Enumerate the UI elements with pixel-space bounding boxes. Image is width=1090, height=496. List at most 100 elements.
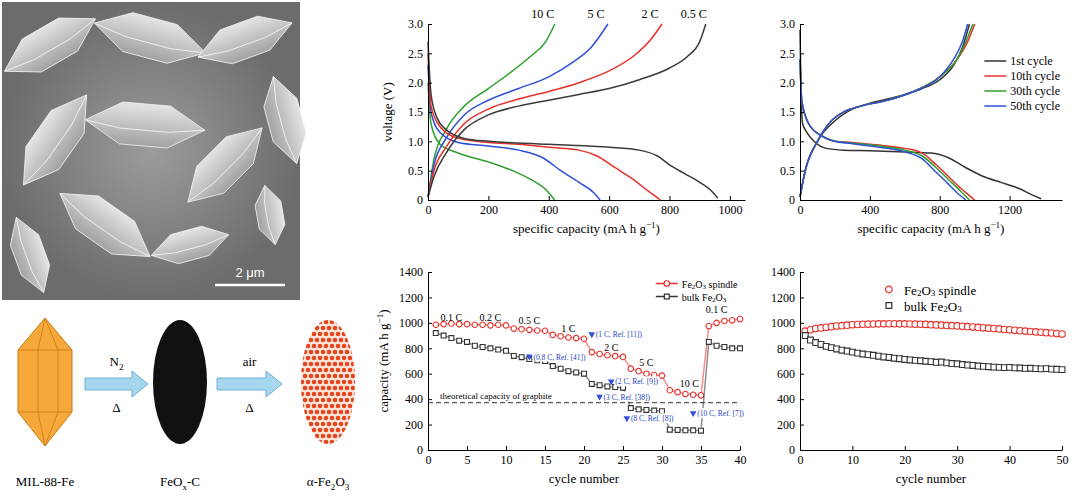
oxide-grain — [324, 356, 329, 361]
particle-body — [7, 83, 103, 196]
marker — [441, 321, 447, 327]
oxide-grain — [342, 440, 347, 445]
x-axis-title: cycle number — [896, 471, 967, 486]
marker — [714, 320, 720, 326]
oxide-grain — [327, 326, 332, 331]
x-axis: 0510152025303540 — [426, 446, 747, 467]
oxide-grain — [309, 422, 314, 427]
oxide-grain — [318, 428, 323, 433]
oxide-grain — [333, 362, 338, 367]
oxide-grain — [309, 350, 314, 355]
marker — [433, 322, 439, 328]
axis-line — [428, 273, 429, 451]
tick-label: 10 — [501, 453, 513, 467]
series-line — [800, 30, 1041, 199]
series-line — [800, 24, 968, 197]
oxide-grain — [312, 356, 317, 361]
series-line — [800, 59, 969, 200]
marker — [730, 346, 735, 351]
marker — [706, 339, 711, 344]
reference-point — [608, 379, 615, 385]
oxide-grain — [348, 344, 353, 349]
oxide-grain — [357, 434, 362, 439]
oxide-grain — [306, 368, 311, 373]
oxide-grain — [330, 392, 335, 397]
tick-mark — [800, 425, 804, 426]
tick: 20 — [579, 446, 591, 467]
tick-label: 1.0 — [780, 135, 795, 149]
oxide-grain — [345, 338, 350, 343]
tick-label: 3.0 — [780, 17, 795, 31]
legend-label: bulk Fe2O3 — [904, 298, 962, 314]
reference-label-group: (10 C, Ref. [7]) — [696, 408, 745, 418]
marker — [558, 333, 564, 339]
tick-label: 800 — [661, 203, 679, 217]
oxide-grain — [330, 344, 335, 349]
tick-label: 2.5 — [780, 47, 795, 61]
oxide-grain — [351, 398, 356, 403]
particle-body — [257, 72, 313, 168]
tick-mark — [800, 112, 804, 113]
oxide-grain — [300, 416, 305, 421]
tick: 2.5 — [408, 47, 432, 61]
particle-ridge — [57, 193, 150, 260]
oxide-grain — [339, 362, 344, 367]
arrow — [217, 371, 282, 397]
plot-area — [428, 24, 718, 200]
tick-mark — [549, 196, 550, 200]
tick-mark — [800, 141, 804, 142]
crystal — [18, 318, 72, 446]
tick-mark — [800, 200, 804, 201]
annotation: 1 C — [561, 322, 576, 333]
y-axis: 00.51.01.52.02.53.0 — [408, 17, 432, 207]
marker — [582, 371, 587, 376]
oxide-grain — [330, 356, 335, 361]
oxide-grain — [345, 422, 350, 427]
tick-mark — [428, 323, 432, 324]
particle — [48, 177, 161, 273]
axis-line — [801, 450, 1063, 451]
reference-point — [624, 416, 631, 422]
marker — [574, 370, 579, 375]
step-label: FeOx-C — [160, 474, 200, 492]
tick-label: 2.0 — [408, 76, 423, 90]
tick-mark — [428, 200, 432, 201]
oxide-grain — [357, 374, 362, 379]
reference-label: (3 C, Ref. [38]) — [604, 392, 651, 401]
label-background — [532, 352, 587, 362]
oxide-grain — [306, 416, 311, 421]
tick: 800 — [777, 342, 804, 356]
oxide-grain — [342, 428, 347, 433]
oxide-grain — [306, 344, 311, 349]
legend-swatch — [886, 303, 892, 309]
marker — [472, 322, 478, 328]
tick-mark — [800, 53, 804, 54]
label-background — [630, 413, 675, 423]
oxide-grain — [300, 380, 305, 385]
marker — [659, 373, 665, 379]
oxide-grain — [357, 386, 362, 391]
oxide-grain — [306, 320, 311, 325]
tick-mark — [428, 171, 432, 172]
tick-label: 1200 — [998, 203, 1022, 217]
oxide-grain — [318, 368, 323, 373]
legend-swatch — [664, 281, 670, 287]
oxide-grain — [312, 368, 317, 373]
particle — [0, 2, 105, 87]
tick-mark — [428, 83, 432, 84]
oxide-grain — [312, 392, 317, 397]
oxide-grain — [312, 320, 317, 325]
label-background — [595, 329, 644, 339]
tick-label: 1.5 — [780, 105, 795, 119]
series-line — [428, 65, 600, 200]
plot-area — [800, 24, 1041, 200]
marker — [667, 387, 673, 393]
oxide-grain — [318, 440, 323, 445]
tick: 0.5 — [408, 164, 432, 178]
oxide-grain — [312, 404, 317, 409]
oxide-grain — [315, 362, 320, 367]
particle — [83, 99, 206, 151]
oxide-grain — [327, 434, 332, 439]
particle — [147, 220, 232, 270]
tick-mark — [800, 450, 804, 451]
